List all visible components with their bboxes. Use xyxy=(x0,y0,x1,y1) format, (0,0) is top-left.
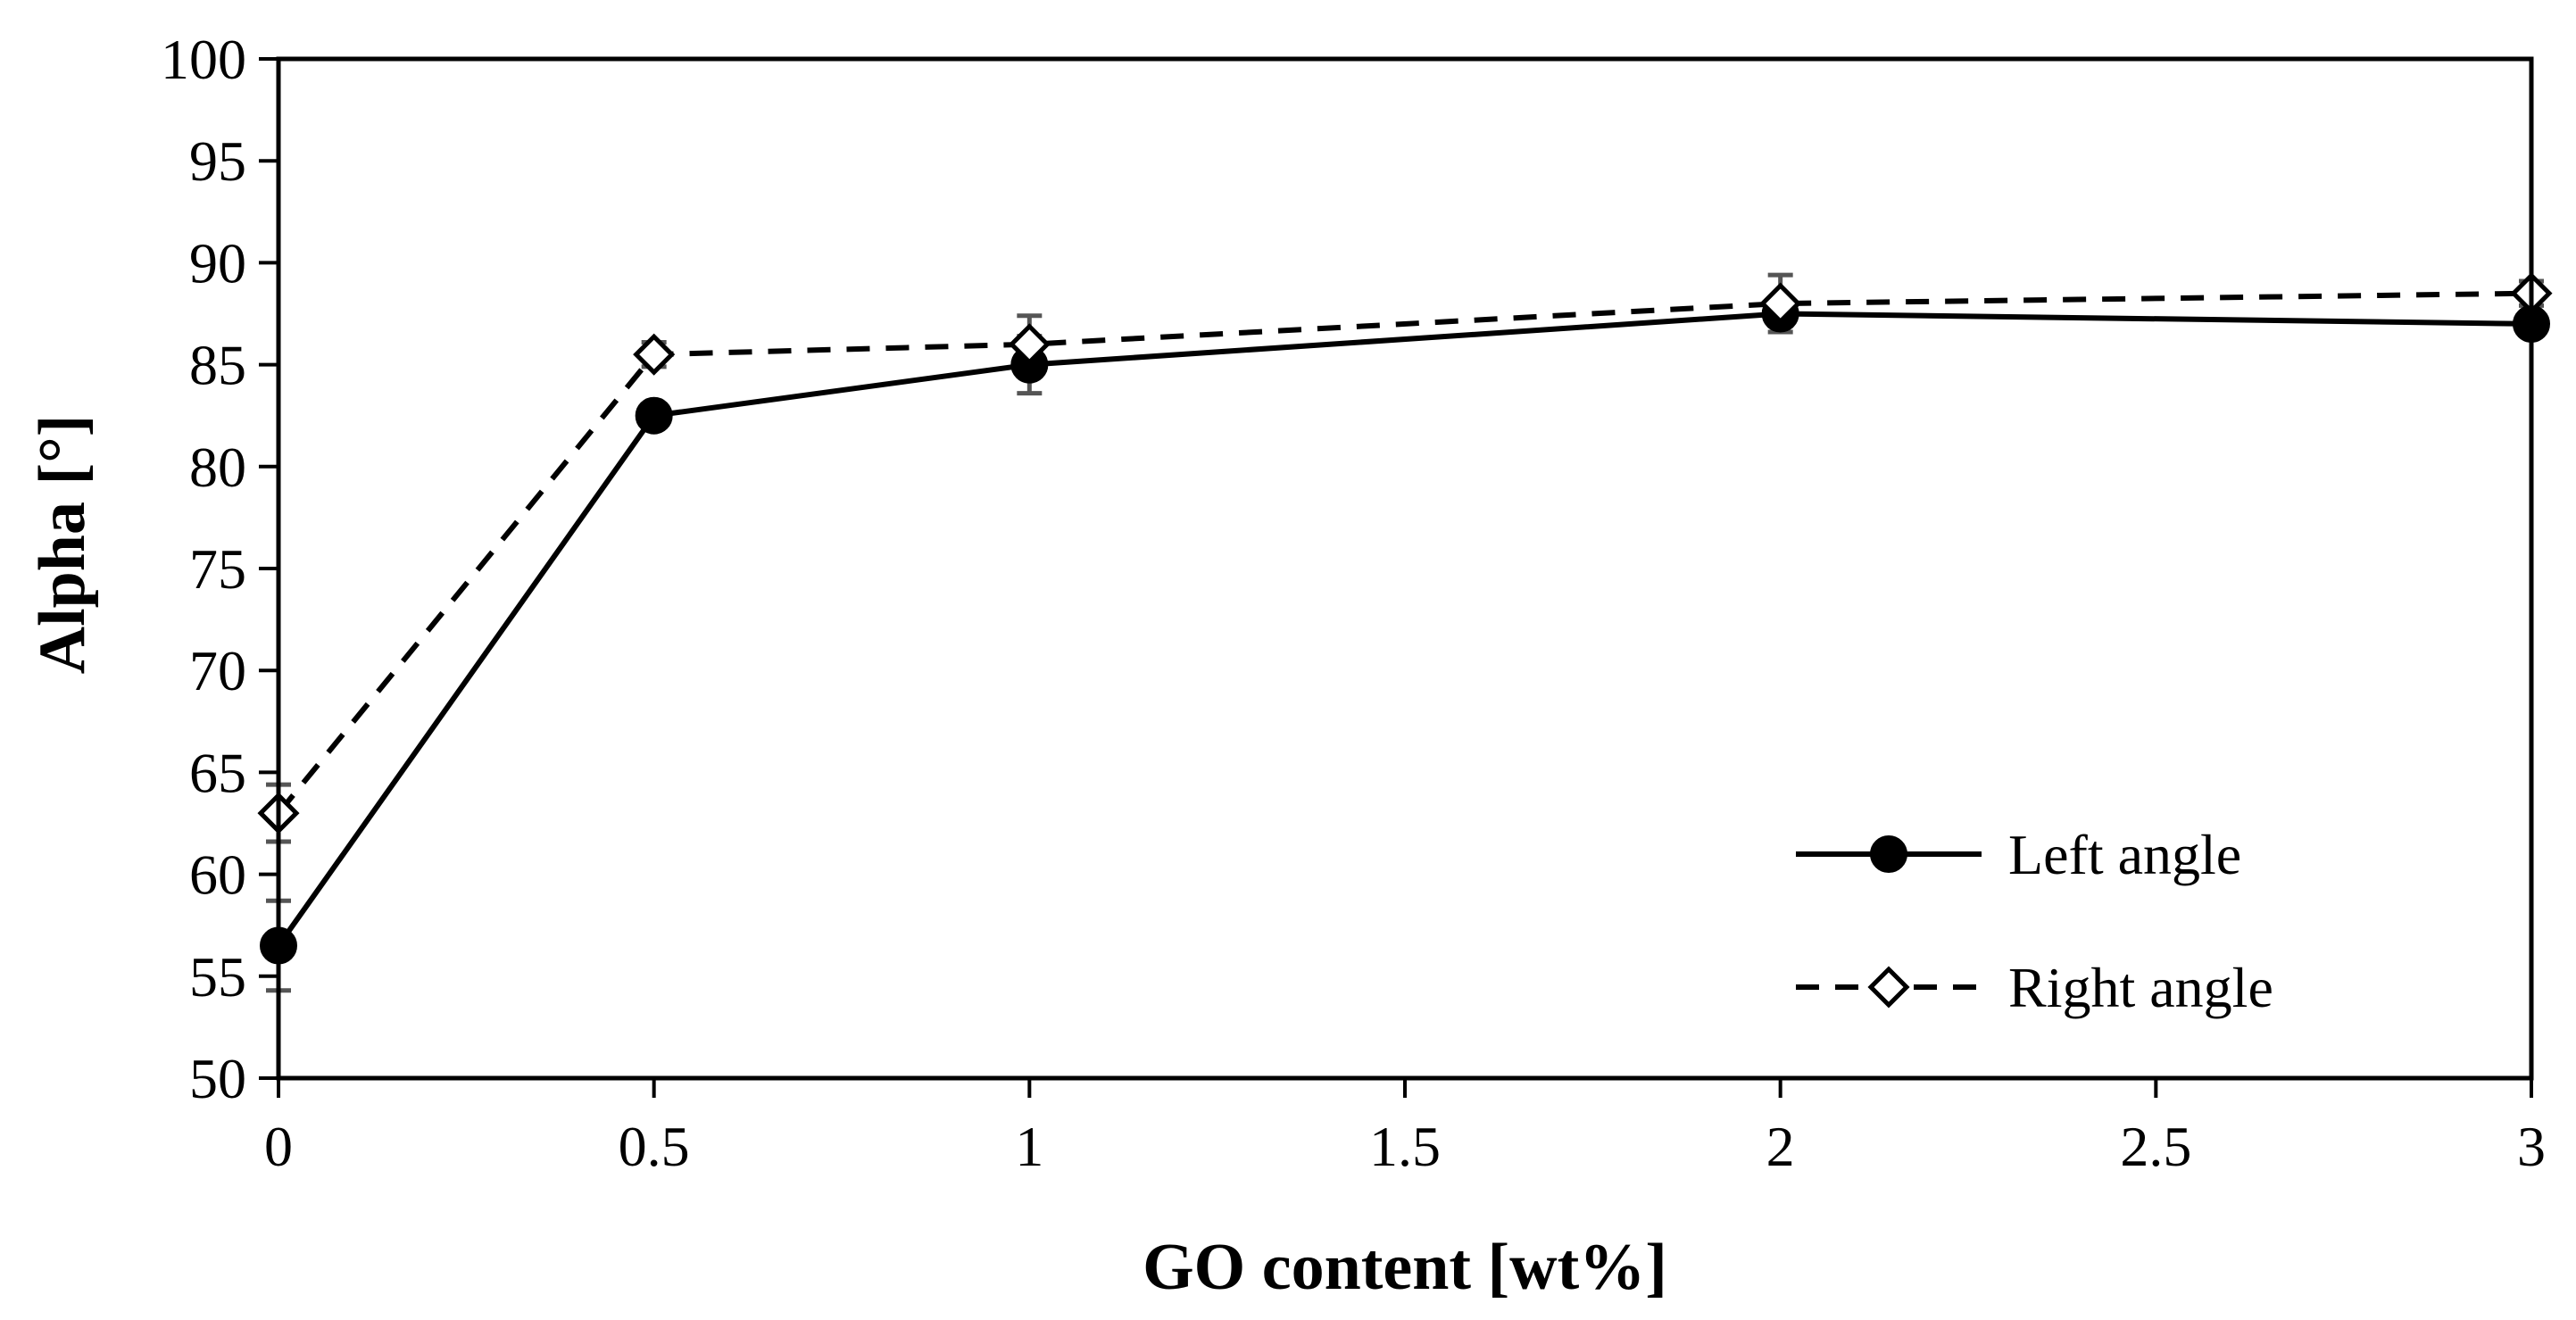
x-tick-label: 1.5 xyxy=(1369,1115,1441,1178)
y-tick-label: 95 xyxy=(189,129,246,193)
data-point-left-angle xyxy=(635,396,673,435)
legend-label: Right angle xyxy=(2008,956,2273,1019)
y-tick-label: 100 xyxy=(161,28,246,91)
y-tick-label: 60 xyxy=(189,843,246,907)
y-tick-label: 50 xyxy=(189,1047,246,1110)
y-axis-title: Alpha [°] xyxy=(26,415,99,675)
x-axis-title: GO content [wt%] xyxy=(1143,1231,1667,1304)
legend-label: Left angle xyxy=(2008,823,2241,886)
data-point-right-angle xyxy=(1008,323,1051,366)
x-tick-label: 0.5 xyxy=(619,1115,690,1178)
series-line-right-angle xyxy=(276,290,2532,815)
plot-area xyxy=(257,56,2553,1081)
y-tick-label: 65 xyxy=(189,741,246,804)
y-tick-label: 80 xyxy=(189,436,246,499)
x-tick-label: 2 xyxy=(1766,1115,1795,1178)
legend-marker xyxy=(1867,966,1910,1009)
y-axis: 50 55 60 65 70 75 80 85 90 95 100 xyxy=(161,28,278,1110)
x-tick-label: 1 xyxy=(1015,1115,1043,1178)
legend: Left angle Right angle xyxy=(1796,823,2273,1019)
y-tick-label: 90 xyxy=(189,231,246,295)
plot-frame xyxy=(276,56,2534,1081)
x-axis: 0 0.5 1 1.5 2 2.5 3 xyxy=(264,1078,2546,1178)
data-point-right-angle xyxy=(1759,282,1802,325)
x-tick-label: 0 xyxy=(264,1115,293,1178)
y-tick-label: 55 xyxy=(189,945,246,1009)
data-point-right-angle xyxy=(633,333,676,376)
y-tick-label: 70 xyxy=(189,639,246,702)
x-tick-label: 3 xyxy=(2517,1115,2546,1178)
legend-marker xyxy=(1870,835,1907,873)
x-tick-label: 2.5 xyxy=(2120,1115,2191,1178)
y-tick-label: 85 xyxy=(189,334,246,397)
y-tick-label: 75 xyxy=(189,537,246,601)
